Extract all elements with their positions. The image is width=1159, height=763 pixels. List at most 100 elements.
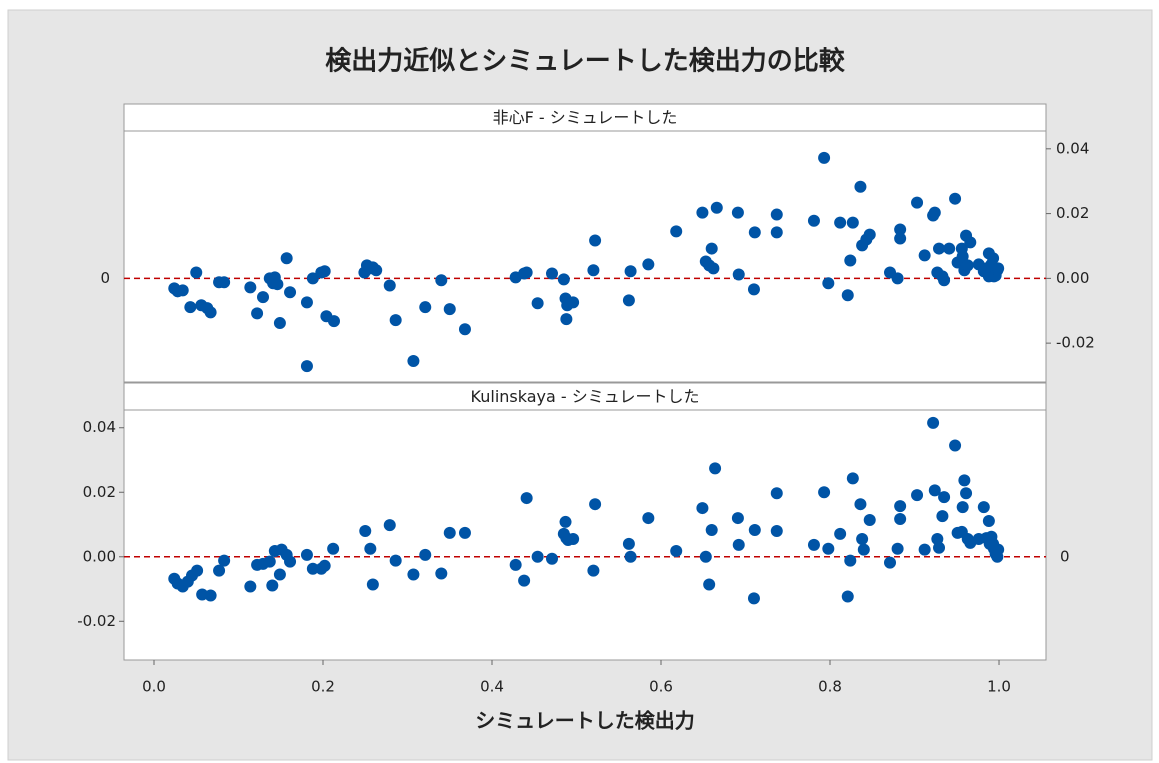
point xyxy=(670,225,683,238)
point xyxy=(703,578,716,591)
point xyxy=(300,360,313,373)
point xyxy=(938,274,951,287)
point xyxy=(822,542,835,555)
point xyxy=(359,524,372,537)
point xyxy=(567,296,580,309)
point xyxy=(191,564,204,577)
point xyxy=(841,590,854,603)
point xyxy=(642,512,655,525)
point xyxy=(589,498,602,511)
point xyxy=(846,472,859,485)
point xyxy=(731,512,744,525)
point xyxy=(747,283,760,296)
point xyxy=(271,278,284,291)
point xyxy=(546,267,559,280)
point xyxy=(383,519,396,532)
point xyxy=(928,206,941,219)
point xyxy=(589,234,602,247)
point xyxy=(834,527,847,540)
point xyxy=(857,543,870,556)
point xyxy=(918,543,931,556)
point xyxy=(894,223,907,236)
point xyxy=(705,242,718,255)
point xyxy=(961,259,974,272)
point xyxy=(894,232,907,245)
point xyxy=(273,568,286,581)
point xyxy=(958,474,971,487)
point xyxy=(520,492,533,505)
point xyxy=(622,294,635,307)
point xyxy=(257,291,270,304)
y-tick-label: 0.00 xyxy=(83,547,116,565)
point xyxy=(982,514,995,527)
point xyxy=(407,568,420,581)
point xyxy=(933,242,946,255)
point xyxy=(911,196,924,209)
point xyxy=(370,264,383,277)
y-tick-label: 0.04 xyxy=(83,418,116,436)
point xyxy=(956,501,969,514)
point xyxy=(807,538,820,551)
point xyxy=(707,262,720,275)
point xyxy=(389,554,402,567)
reference-label: 0 xyxy=(1060,547,1070,565)
point xyxy=(176,284,189,297)
point xyxy=(844,254,857,267)
panel-title: 非心F - シミュレートした xyxy=(493,108,678,127)
point xyxy=(748,226,761,239)
point xyxy=(300,296,313,309)
point xyxy=(559,515,572,528)
point xyxy=(509,558,522,571)
point xyxy=(748,524,761,536)
point xyxy=(928,484,941,497)
point xyxy=(306,562,319,575)
point xyxy=(190,266,203,279)
point xyxy=(184,301,197,314)
x-tick-label: 0.8 xyxy=(818,678,842,696)
point xyxy=(992,262,1005,275)
point xyxy=(273,317,286,330)
point xyxy=(960,487,973,500)
point xyxy=(244,580,257,593)
point xyxy=(318,265,331,278)
reference-label: 0 xyxy=(100,269,110,287)
x-tick-label: 0.0 xyxy=(142,678,166,696)
point xyxy=(844,554,857,567)
point xyxy=(204,306,217,319)
point xyxy=(284,555,297,568)
point xyxy=(846,216,859,229)
point xyxy=(280,252,293,265)
point xyxy=(587,264,600,277)
point xyxy=(624,265,637,278)
point xyxy=(709,462,722,475)
point xyxy=(696,502,709,515)
point xyxy=(306,272,319,285)
point xyxy=(884,556,897,569)
point xyxy=(705,524,718,536)
point xyxy=(213,564,226,577)
point xyxy=(696,206,709,219)
point xyxy=(383,279,396,292)
point xyxy=(992,543,1005,556)
point xyxy=(244,281,257,294)
point xyxy=(964,236,977,249)
x-tick-label: 0.4 xyxy=(480,678,504,696)
point xyxy=(622,537,635,550)
point xyxy=(284,286,297,299)
point xyxy=(407,354,420,367)
point xyxy=(546,552,559,565)
point xyxy=(642,258,655,271)
point xyxy=(318,559,331,572)
point xyxy=(891,542,904,555)
point xyxy=(435,567,448,580)
x-tick-label: 0.2 xyxy=(311,678,335,696)
point xyxy=(520,266,533,279)
point xyxy=(841,289,854,302)
point xyxy=(557,273,570,286)
point xyxy=(218,554,231,567)
chart-title: 検出力近似とシミュレートした検出力の比較 xyxy=(325,46,845,77)
point xyxy=(770,226,783,239)
x-tick-label: 0.6 xyxy=(649,678,673,696)
point xyxy=(531,550,544,563)
point xyxy=(911,489,924,502)
